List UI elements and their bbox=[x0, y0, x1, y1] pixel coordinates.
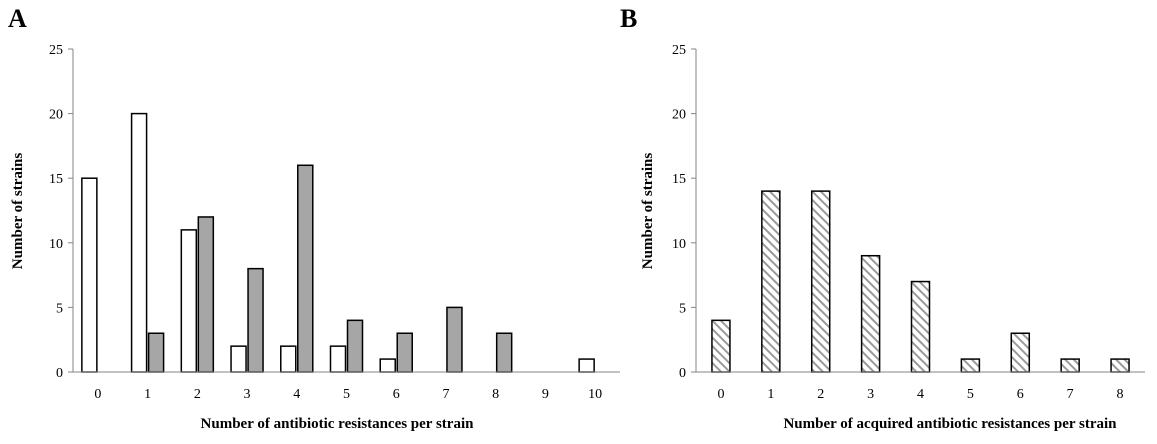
panel-a-x-tick-label: 8 bbox=[492, 387, 499, 402]
panel-b-x-tick-label: 0 bbox=[717, 387, 724, 402]
panel-b-x-tick-label: 7 bbox=[1067, 387, 1074, 402]
panel-a-x-tick-label: 5 bbox=[343, 387, 350, 402]
panel-b-bar-3-series-1 bbox=[860, 254, 881, 373]
panel-b-y-tick-label: 20 bbox=[672, 108, 686, 123]
panel-a-plot-area: 0 5 10 15 20 25 0 1 2 3 4 5 6 7 8 9 10 bbox=[49, 43, 620, 402]
panel-a-x-tick-label: 2 bbox=[194, 387, 201, 402]
panel-a-bar-2-series-1 bbox=[180, 229, 198, 373]
panel-a-bar-2-series-2 bbox=[197, 216, 215, 373]
panel-a-bar-6-series-1 bbox=[379, 358, 396, 373]
panel-b-bar-1-series-1 bbox=[761, 190, 781, 373]
panel-b-bar-8-series-1 bbox=[1110, 358, 1130, 373]
panel-b-y-tick-label: 5 bbox=[679, 301, 686, 316]
panel-a-bar-4-series-1 bbox=[280, 345, 297, 373]
panel-b-y-tick-label: 10 bbox=[672, 237, 686, 252]
panel-b-bar-5-series-1 bbox=[960, 358, 981, 373]
panel-a-x-axis-title: Number of antibiotic resistances per str… bbox=[201, 416, 475, 432]
panel-b-bar-2-series-1 bbox=[810, 190, 831, 373]
panel-b-x-axis-title: Number of acquired antibiotic resistance… bbox=[783, 416, 1117, 432]
panel-a-x-tick-label: 10 bbox=[588, 387, 602, 402]
panel-a-y-tick-label: 25 bbox=[49, 43, 63, 58]
panel-b-y-tick-label: 0 bbox=[679, 366, 686, 381]
panel-b-x-tick-label: 4 bbox=[917, 387, 924, 402]
panel-a-y-tick-label: 15 bbox=[49, 172, 63, 187]
panel-b-bar-4-series-1 bbox=[910, 280, 931, 373]
panel-b-y-tick-label: 25 bbox=[672, 43, 686, 58]
panel-a: A 0 5 10 15 20 25 0 1 2 3 4 5 6 7 8 9 10 Number of antib… bbox=[8, 4, 620, 432]
panel-b: B 0 5 10 15 20 25 0 1 2 3 4 5 6 7 8 Number of acquired… bbox=[620, 4, 1145, 432]
panel-a-bar-4-series-2 bbox=[297, 164, 314, 373]
panel-b-bar-6-series-1 bbox=[1010, 332, 1031, 373]
panel-b-x-tick-label: 1 bbox=[767, 387, 774, 402]
panel-a-x-tick-label: 7 bbox=[442, 387, 449, 402]
panel-a-y-tick-label: 10 bbox=[49, 237, 63, 252]
panel-a-bar-1-series-1 bbox=[130, 112, 148, 373]
panel-b-y-axis-title: Number of strains bbox=[640, 153, 656, 270]
panel-a-x-tick-label: 0 bbox=[94, 387, 101, 402]
panel-b-x-tick-label: 2 bbox=[817, 387, 824, 402]
panel-a-x-tick-label: 9 bbox=[542, 387, 549, 402]
panel-b-x-tick-label: 3 bbox=[867, 387, 874, 402]
panel-a-bar-6-series-2 bbox=[396, 332, 413, 373]
panel-a-y-tick-label: 0 bbox=[56, 366, 63, 381]
panel-a-y-tick-label: 5 bbox=[56, 301, 63, 316]
panel-b-label: B bbox=[620, 4, 637, 33]
panel-a-bar-10-series-1 bbox=[578, 358, 595, 373]
panel-b-x-tick-label: 8 bbox=[1117, 387, 1124, 402]
panel-b-bar-0-series-1 bbox=[711, 319, 731, 373]
panel-a-x-tick-label: 6 bbox=[393, 387, 400, 402]
panel-a-bar-5-series-1 bbox=[329, 345, 347, 373]
panel-b-plot-area: 0 5 10 15 20 25 0 1 2 3 4 5 6 7 8 bbox=[672, 43, 1145, 402]
panel-a-bar-7-series-2 bbox=[446, 306, 463, 373]
panel-a-x-tick-label: 3 bbox=[244, 387, 251, 402]
panel-a-bar-1-series-2 bbox=[147, 332, 165, 373]
panel-b-bar-7-series-1 bbox=[1060, 358, 1080, 373]
panel-b-x-tick-label: 6 bbox=[1017, 387, 1024, 402]
panel-a-x-tick-label: 4 bbox=[293, 387, 300, 402]
panel-a-label: A bbox=[8, 4, 27, 33]
panel-a-bar-3-series-2 bbox=[247, 267, 264, 373]
panel-b-x-tick-label: 5 bbox=[967, 387, 974, 402]
panel-a-bar-8-series-2 bbox=[495, 332, 513, 373]
panel-a-bar-0-series-1 bbox=[81, 177, 98, 373]
panel-a-bar-5-series-2 bbox=[346, 319, 364, 373]
panel-a-x-tick-label: 1 bbox=[144, 387, 151, 402]
panel-a-y-axis-title: Number of strains bbox=[10, 153, 26, 270]
panel-a-y-tick-label: 20 bbox=[49, 108, 63, 123]
panel-b-y-tick-label: 15 bbox=[672, 172, 686, 187]
panel-a-bar-3-series-1 bbox=[230, 345, 247, 373]
